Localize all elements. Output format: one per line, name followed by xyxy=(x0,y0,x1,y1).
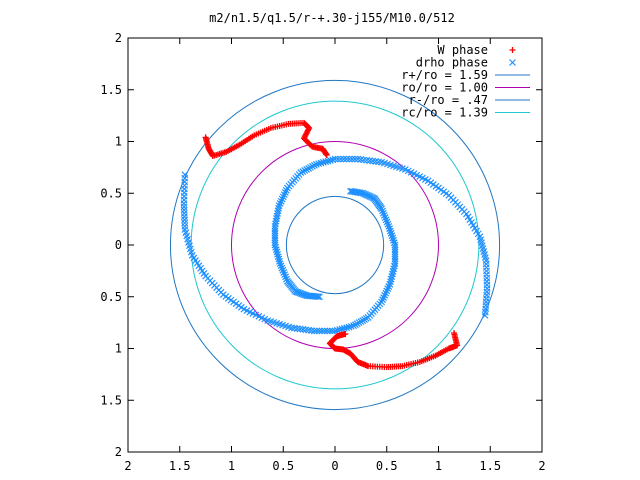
x-tick-label: 0 xyxy=(331,459,338,473)
phase-markers xyxy=(180,119,491,371)
drho-phase-point xyxy=(389,234,397,242)
x-tick-label: 0.5 xyxy=(272,459,294,473)
drho-phase-point xyxy=(280,269,288,276)
drho-phase-point xyxy=(381,214,389,221)
drho-phase-point xyxy=(380,211,388,219)
drho-phase-point xyxy=(311,161,318,169)
drho-phase-point xyxy=(386,227,394,235)
drho-phase-point xyxy=(348,155,356,163)
drho-phase-point xyxy=(390,236,397,244)
y-tick-label: 1.5 xyxy=(100,393,122,407)
drho-phase-point xyxy=(313,327,321,335)
drho-phase-point xyxy=(318,327,326,335)
y-tick-label: 0.5 xyxy=(100,186,122,200)
drho-phase-point xyxy=(312,160,320,168)
reference-circles xyxy=(169,79,501,411)
drho-phase-point xyxy=(276,260,284,268)
drho-phase-point xyxy=(307,163,314,171)
drho-phase-point xyxy=(276,257,283,265)
y-tick-label: 1 xyxy=(115,342,122,356)
drho-phase-point xyxy=(348,188,356,195)
y-tick-label: 0 xyxy=(115,238,122,252)
y-tick-label: 1.5 xyxy=(100,83,122,97)
legend-label: r+/ro = 1.59 xyxy=(401,68,488,82)
x-tick-label: 1.5 xyxy=(169,459,191,473)
drho-phase-point xyxy=(274,207,282,215)
drho-phase-point xyxy=(272,217,280,225)
drho-phase-point xyxy=(275,202,283,210)
drho-phase-point xyxy=(321,327,329,335)
y-tick-label: 2 xyxy=(115,31,122,45)
y-tick-label: 1 xyxy=(115,135,122,149)
drho-phase-point xyxy=(390,239,398,247)
drho-phase-point xyxy=(301,167,309,174)
drho-phase-point xyxy=(314,293,322,301)
drho-phase-point xyxy=(273,212,281,220)
drho-phase-point xyxy=(340,155,347,163)
drho-phase-point xyxy=(347,322,355,330)
x-tick-label: 0.5 xyxy=(376,459,398,473)
chart-title: m2/n1.5/q1.5/r-+.30-j155/M10.0/512 xyxy=(209,11,455,25)
legend-label: drho phase xyxy=(416,56,488,70)
drho-phase-point xyxy=(379,209,387,217)
drho-phase-point xyxy=(347,187,354,195)
legend-label: ro/ro = 1.00 xyxy=(401,81,488,95)
x-tick-label: 1.5 xyxy=(479,459,501,473)
drho-phase-point xyxy=(323,327,331,335)
drho-phase-point xyxy=(388,232,396,240)
drho-phase-point xyxy=(279,266,287,274)
y-tick-label: 0.5 xyxy=(100,290,122,304)
drho-phase-point xyxy=(337,155,345,163)
legend-label: r-/ro = .47 xyxy=(409,93,488,107)
drho-phase-point xyxy=(316,327,323,335)
legend-label: rc/ro = 1.39 xyxy=(401,106,488,120)
drho-phase-point xyxy=(345,155,353,163)
w-phase-point xyxy=(509,47,516,53)
drho-phase-point xyxy=(384,220,392,228)
drho-phase-point xyxy=(273,215,280,223)
drho-phase-point xyxy=(283,275,290,283)
x-tick-label: 1 xyxy=(228,459,235,473)
drho-phase-point xyxy=(305,164,313,172)
x-tick-label: 2 xyxy=(538,459,545,473)
drho-phase-point xyxy=(387,229,395,237)
w-phase-point xyxy=(323,151,330,158)
x-tick-label: 1 xyxy=(435,459,442,473)
drho-phase-point xyxy=(281,271,289,279)
drho-phase-point xyxy=(354,155,362,163)
drho-phase-point xyxy=(509,59,516,66)
drho-phase-point xyxy=(385,222,393,230)
drho-phase-point xyxy=(391,241,399,249)
legend-label: W phase xyxy=(437,43,488,57)
x-tick-label: 2 xyxy=(124,459,131,473)
drho-phase-point xyxy=(342,155,350,163)
drho-phase-point xyxy=(310,327,318,335)
drho-phase-point xyxy=(351,155,359,163)
drho-phase-point xyxy=(309,162,316,170)
drho-phase-point xyxy=(386,225,394,233)
drho-phase-point xyxy=(316,293,323,301)
drho-phase-point xyxy=(274,210,281,217)
drho-phase-point xyxy=(282,273,290,281)
circle-series xyxy=(169,79,501,411)
drho-phase-point xyxy=(278,264,286,272)
drho-phase-point xyxy=(379,207,386,215)
w-phase-point xyxy=(342,331,349,338)
y-tick-label: 2 xyxy=(115,445,122,459)
drho-phase-point xyxy=(326,327,334,335)
drho-phase-point xyxy=(382,216,390,224)
drho-phase-point xyxy=(315,160,323,168)
drho-phase-point xyxy=(275,204,283,212)
circle-series xyxy=(285,195,385,295)
x-tick-labels: 2 1.5 1 0.5 0 0.5 1 1.5 2 xyxy=(124,459,545,473)
drho-phase-point xyxy=(277,262,285,270)
y-tick-labels: 2 1.5 1 0.5 0 0.5 1 1.5 2 xyxy=(100,31,122,459)
axis-ticks xyxy=(127,37,543,453)
drho-phase-point xyxy=(303,166,311,173)
drho-phase-point xyxy=(383,218,391,226)
